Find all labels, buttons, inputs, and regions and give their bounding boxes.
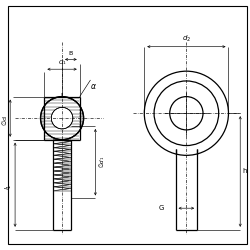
Text: $\varnothing d_1$: $\varnothing d_1$ [97, 156, 107, 168]
Text: $C_1$: $C_1$ [58, 58, 66, 67]
Text: $l_1$: $l_1$ [4, 184, 14, 190]
Text: G: G [158, 205, 164, 211]
Text: $\varnothing$d: $\varnothing$d [0, 115, 9, 126]
Text: h: h [242, 168, 247, 174]
Text: $\alpha$: $\alpha$ [90, 82, 97, 91]
Text: B: B [69, 52, 73, 57]
Text: $d_2$: $d_2$ [182, 34, 191, 44]
